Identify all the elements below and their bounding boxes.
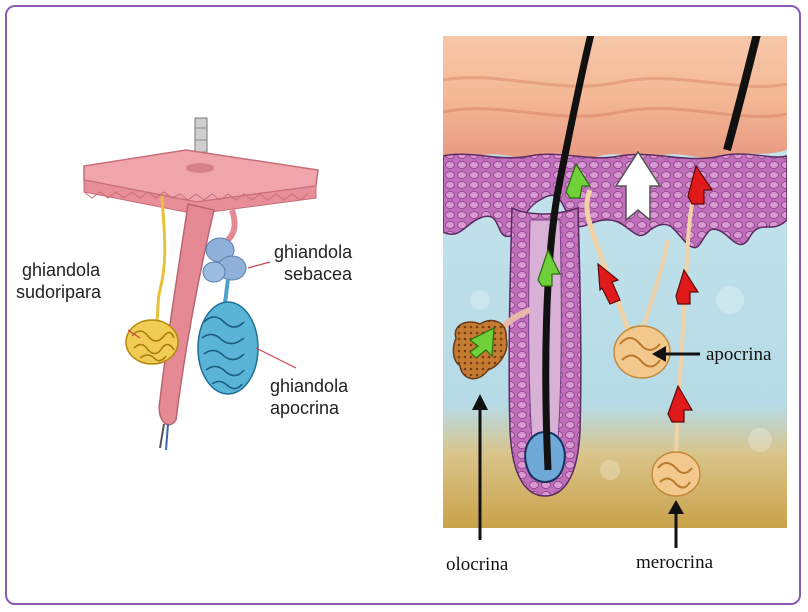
right-hair-shaft <box>542 36 595 471</box>
pointer-sebacea <box>247 261 271 269</box>
label-sudoripara-line2: sudoripara <box>16 282 102 302</box>
label-merocrina: merocrina <box>636 552 714 573</box>
green-arrow-top <box>565 162 592 199</box>
white-arrow <box>614 150 662 222</box>
pointer-sudoripara <box>127 329 141 339</box>
label-apocrina-left-line2: apocrina <box>270 398 340 418</box>
left-diagram: ghiandola sudoripara ghiandola sebacea g… <box>16 117 353 451</box>
label-apocrina-left-line1: ghiandola <box>270 376 349 396</box>
green-arrows <box>468 162 592 359</box>
red-arrows <box>597 164 714 423</box>
red-arrow-apocrine-1 <box>597 262 621 305</box>
hair-follicle <box>158 203 215 451</box>
sweat-gland-coil <box>125 319 179 365</box>
right-hair-shaft-2 <box>723 36 761 152</box>
apocrine-gland-right <box>584 189 671 379</box>
right-diagram: apocrina olocrina merocrina <box>443 36 787 575</box>
stratum-corneum <box>443 36 787 158</box>
pointer-apocrina-left <box>255 347 297 369</box>
label-sudoripara-line1: ghiandola <box>22 260 101 280</box>
skin-slab <box>83 149 319 215</box>
green-arrow-mid <box>537 248 561 287</box>
green-arrow-gland <box>468 326 495 359</box>
label-olocrina: olocrina <box>446 554 509 575</box>
sweat-duct <box>152 195 167 329</box>
red-arrow-mid <box>675 268 700 305</box>
sebaceous-gland <box>202 209 247 283</box>
red-arrow-top <box>687 164 714 205</box>
label-sebacea-line1: ghiandola <box>274 242 353 262</box>
label-sebacea-line2: sebacea <box>284 264 353 284</box>
label-apocrina-right: apocrina <box>706 344 772 365</box>
red-arrow-low <box>667 384 694 423</box>
apocrine-gland <box>197 279 259 395</box>
black-pointers <box>472 346 700 548</box>
